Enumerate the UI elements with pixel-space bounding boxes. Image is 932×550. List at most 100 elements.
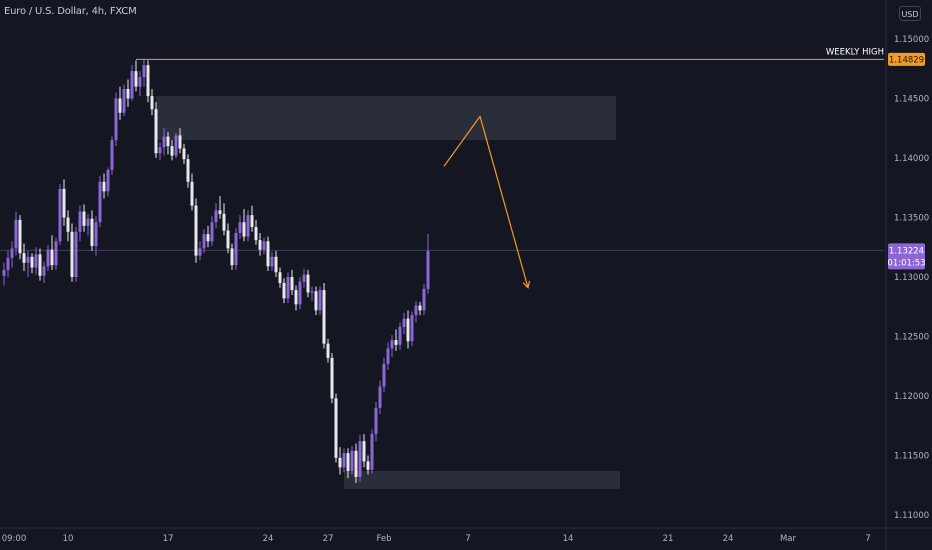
candle-body [90,218,94,247]
candle-body [346,453,350,471]
y-tick-label: 1.12000 [894,392,929,402]
candle-body [82,211,86,226]
candle-body [126,88,130,99]
candle-body [306,274,310,293]
weekly-high-price-text: 1.14829 [889,55,924,65]
candle-body [322,290,326,344]
candle-body [50,249,54,266]
candle-body [38,254,42,276]
candle-body [398,326,402,345]
candle-body [374,407,378,435]
candle-body [42,266,46,276]
x-tick-label: 24 [263,534,274,544]
candle-body [206,234,210,242]
candle-body [386,348,390,364]
candle-body [26,256,30,263]
candle-body [170,146,174,156]
last-price-tag [888,243,925,270]
candle-body [266,241,270,267]
candle-body [46,249,50,267]
candle-body [218,210,222,214]
x-tick-label: Feb [376,534,391,544]
candle-body [426,250,430,289]
candle-body [274,256,278,273]
candle-body [238,222,242,233]
candle-body [130,71,134,99]
candle-body [370,434,374,470]
candle-body [258,240,262,250]
x-tick-label: 10 [63,534,74,544]
candle-body [78,211,82,232]
candle-body [378,386,382,408]
x-tick-label: 17 [163,534,174,544]
candle-body [410,315,414,342]
candle-body [406,318,410,342]
candle-body [330,357,334,399]
candle-body [58,188,62,242]
candle-body [182,148,186,160]
candle-body [70,231,74,277]
candle-body [286,277,290,299]
candle-body [214,210,218,223]
candle-body [146,65,150,97]
candle-body [298,281,302,305]
y-tick-label: 1.14000 [894,154,929,164]
candle-body [382,363,386,387]
candle-body [94,222,98,247]
candle-body [158,147,162,154]
candle-body [390,340,394,349]
candle-body [178,135,182,149]
candle-body [314,291,318,311]
candle-body [6,257,10,270]
supply-zone [156,96,616,141]
candle-body [54,241,58,266]
candle-body [338,457,342,468]
candle-body [290,277,294,291]
currency-button[interactable]: USD [899,6,921,21]
candle-body [102,181,106,192]
x-tick-label: 7 [865,534,870,544]
countdown-text: 01:01:53 [887,258,925,268]
x-tick-label: 09:00 [2,534,27,544]
y-tick-label: 1.13000 [894,273,929,283]
candle-body [294,290,298,305]
candle-body [22,253,26,263]
candle-body [310,291,314,293]
weekly-high-price-tag [888,52,925,66]
candle-body [190,181,194,206]
x-tick-label: Mar [780,534,797,544]
y-tick-label: 1.11000 [894,511,929,521]
candle-body [326,343,330,358]
candle-body [106,169,110,192]
x-tick-label: 7 [465,534,470,544]
x-tick-label: 21 [663,534,674,544]
candle-body [18,219,22,254]
y-tick-label: 1.14500 [894,95,929,105]
candle-body [350,450,354,471]
symbol-title[interactable]: Euro / U.S. Dollar, 4h, FXCM [4,6,137,17]
candle-body [418,305,422,311]
candle-body [254,227,258,241]
candle-body [162,136,166,148]
candle-body [30,256,34,268]
last-price-text: 1.13224 [889,246,924,256]
candle-body [246,215,250,237]
candle-body [166,136,170,147]
candle-body [98,181,102,223]
candle-body [402,318,406,327]
candle-body [366,461,370,470]
candle-body [250,215,254,228]
candle-body [302,274,306,282]
y-tick-label: 1.12500 [894,333,929,343]
candle-body [414,305,418,316]
candle-body [234,232,238,266]
y-tick-label: 1.15000 [894,35,929,45]
y-tick-label: 1.13500 [894,214,929,224]
candle-body [226,230,230,249]
candle-body [150,96,154,110]
weekly-high-label: WEEKLY HIGH [826,47,884,57]
candle-body [362,441,366,462]
candle-body [354,450,358,477]
